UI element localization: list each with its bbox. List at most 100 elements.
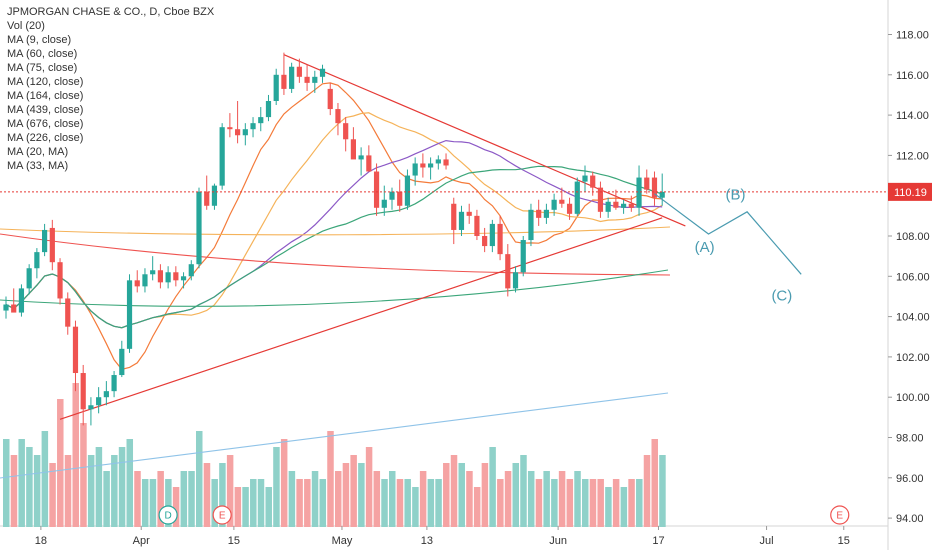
trendlines: [59, 54, 686, 420]
legend-item: MA (439, close): [7, 104, 84, 116]
volume-bar: [358, 463, 365, 527]
candle-body: [289, 66, 295, 89]
volume-bar: [219, 463, 226, 527]
legend-item: Vol (20): [7, 20, 45, 32]
volume-bar: [350, 455, 357, 527]
volume-bar: [273, 447, 280, 527]
time-tick-label: 18: [35, 535, 47, 547]
wave-label: (A): [695, 239, 715, 256]
moving-average-line: [5, 82, 663, 371]
volume-bar: [304, 479, 311, 527]
candle-body: [96, 397, 102, 406]
candle-body: [528, 209, 534, 241]
volume-bar: [458, 463, 465, 527]
candle-body: [389, 191, 395, 200]
candle-body: [119, 348, 125, 376]
volume-bar: [389, 471, 396, 527]
candle-body: [57, 262, 63, 299]
volume-bar: [33, 455, 41, 527]
price-tick-label: 100.00: [896, 392, 930, 404]
volume-bar: [543, 471, 550, 527]
candle-body: [273, 74, 279, 101]
candle-body: [381, 199, 387, 208]
event-marker: [158, 505, 178, 525]
candle-body: [88, 405, 94, 410]
candle-body: [65, 298, 71, 327]
wave-label: (B): [726, 187, 746, 204]
volume-bar: [10, 455, 18, 527]
volume-bars: [3, 383, 666, 527]
volume-bar: [412, 487, 419, 527]
price-tick-label: 96.00: [896, 473, 924, 485]
volume-bar: [126, 439, 134, 527]
candle-body: [227, 127, 233, 130]
chart-legend: JPMORGAN CHASE & CO., D, Cboe BZX Vol (2…: [7, 5, 214, 173]
volume-bar: [103, 471, 110, 527]
moving-average-line: [5, 139, 663, 329]
candle-body: [489, 223, 495, 247]
candle-body: [435, 159, 441, 164]
candle-body: [134, 280, 140, 287]
moving-average-line: [0, 392, 669, 479]
candle-body: [80, 373, 86, 410]
candle-body: [296, 66, 302, 77]
volume-bar: [504, 471, 512, 527]
candle-body: [281, 74, 287, 89]
candle-body: [211, 185, 218, 206]
time-tick-label: Apr: [133, 535, 150, 547]
moving-average-line: [5, 165, 663, 329]
volume-bar: [49, 463, 56, 527]
price-axis[interactable]: 118.00116.00114.00112.00110.00108.00106.…: [888, 30, 932, 526]
volume-bar: [381, 479, 388, 527]
volume-bar: [165, 479, 172, 527]
trendline: [283, 54, 686, 227]
moving-average-line: [0, 233, 671, 276]
price-tick-label: 114.00: [896, 110, 929, 122]
candle-body: [42, 229, 48, 253]
volume-bar: [558, 471, 566, 527]
legend-item: MA (120, close): [7, 76, 84, 88]
volume-bar: [41, 431, 49, 527]
candle-body: [335, 109, 341, 124]
volume-bar: [605, 487, 612, 527]
volume-bar: [64, 455, 72, 527]
candle-body: [165, 272, 171, 283]
event-marker: [830, 505, 850, 525]
candle-body: [72, 326, 79, 374]
volume-bar: [342, 463, 350, 527]
volume-bar: [520, 455, 527, 527]
candle-body: [150, 270, 156, 275]
volume-bar: [226, 455, 234, 527]
volume-bar: [288, 471, 296, 527]
time-tick-label: May: [332, 535, 353, 547]
candle-body: [482, 236, 488, 247]
legend-item: MA (60, close): [7, 48, 78, 60]
volume-bar: [373, 471, 381, 527]
candle-body: [621, 203, 627, 208]
volume-bar: [612, 479, 620, 527]
volume-bar: [118, 447, 126, 527]
time-tick-label: 17: [652, 535, 664, 547]
volume-bar: [80, 423, 87, 527]
candle-body: [497, 223, 503, 255]
candle-body: [3, 304, 9, 311]
candle-body: [590, 175, 596, 188]
volume-bar: [512, 463, 520, 527]
candle-body: [327, 88, 333, 110]
volume-bar: [111, 455, 118, 527]
candle-body: [466, 211, 472, 216]
volume-bar: [365, 447, 373, 527]
volume-bar: [473, 487, 481, 527]
candle-body: [304, 76, 310, 83]
time-tick-label: Jun: [549, 535, 567, 547]
time-axis[interactable]: 18 Apr 15 May 13 Jun 17 Jul 15: [35, 526, 850, 547]
price-tick-label: 118.00: [896, 30, 929, 42]
moving-average-line: [5, 112, 663, 329]
volume-bar: [311, 471, 319, 527]
volume-bar: [620, 487, 628, 527]
candle-body: [312, 76, 318, 83]
candle-body: [559, 199, 565, 204]
candle-body: [204, 191, 210, 206]
